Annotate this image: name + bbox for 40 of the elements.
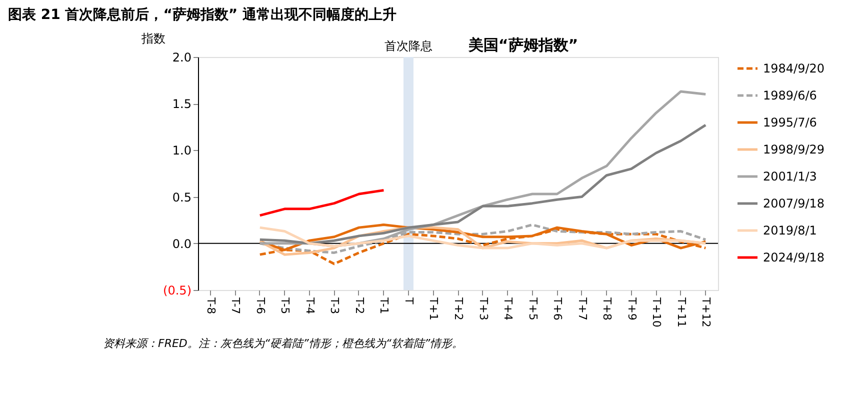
x-tick-label: T+11	[674, 296, 688, 328]
x-tick-label: T-3	[328, 296, 342, 314]
x-tick-label: T-4	[303, 296, 316, 314]
x-tick-label: T+6	[551, 296, 564, 320]
x-tick-label: T+1	[427, 296, 440, 320]
legend-label: 2007/9/18	[763, 196, 825, 210]
y-axis-title: 指数	[140, 32, 166, 46]
x-tick-label: T	[402, 296, 416, 304]
x-tick-label: T-5	[278, 296, 292, 314]
x-tick-label: T+4	[502, 296, 515, 320]
y-tick-label: 2.0	[172, 50, 192, 64]
x-tick-label: T-1	[378, 296, 391, 314]
x-tick-label: T+12	[700, 296, 713, 328]
y-tick-label: 0.5	[172, 190, 192, 204]
band-label: 首次降息	[384, 39, 432, 53]
y-tick-label: (0.5)	[163, 284, 192, 298]
legend-label: 1995/7/6	[763, 116, 817, 130]
legend-label: 1998/9/29	[763, 142, 825, 156]
chart-title: 图表 21 首次降息前后，“萨姆指数” 通常出现不同幅度的上升	[8, 6, 397, 23]
x-tick-label: T+3	[476, 296, 490, 320]
legend-label: 2019/8/1	[763, 224, 817, 238]
chart-subtitle: 美国“萨姆指数”	[467, 36, 578, 54]
y-tick-label: 1.5	[172, 97, 192, 112]
legend-label: 2024/9/18	[763, 250, 825, 264]
legend-label: 1989/6/6	[763, 88, 817, 102]
x-tick-label: T+8	[600, 296, 614, 320]
x-tick-label: T-7	[229, 296, 242, 314]
x-tick-label: T+7	[576, 296, 589, 320]
x-tick-label: T-6	[254, 296, 267, 314]
legend-label: 2001/1/3	[763, 170, 817, 184]
x-tick-label: T-2	[352, 296, 366, 314]
x-tick-label: T+2	[452, 296, 465, 320]
x-tick-label: T+10	[650, 296, 664, 328]
x-tick-label: T+9	[625, 296, 638, 320]
legend-label: 1984/9/20	[763, 62, 825, 76]
x-tick-label: T+5	[526, 296, 540, 320]
y-tick-label: 1.0	[172, 144, 192, 158]
y-tick-label: 0.0	[172, 236, 192, 251]
x-tick-label: T-8	[204, 296, 218, 314]
text: 资料来源：FRED。注：灰色线为“硬着陆”情形；橙色线为“软着陆”情形。	[103, 337, 464, 350]
